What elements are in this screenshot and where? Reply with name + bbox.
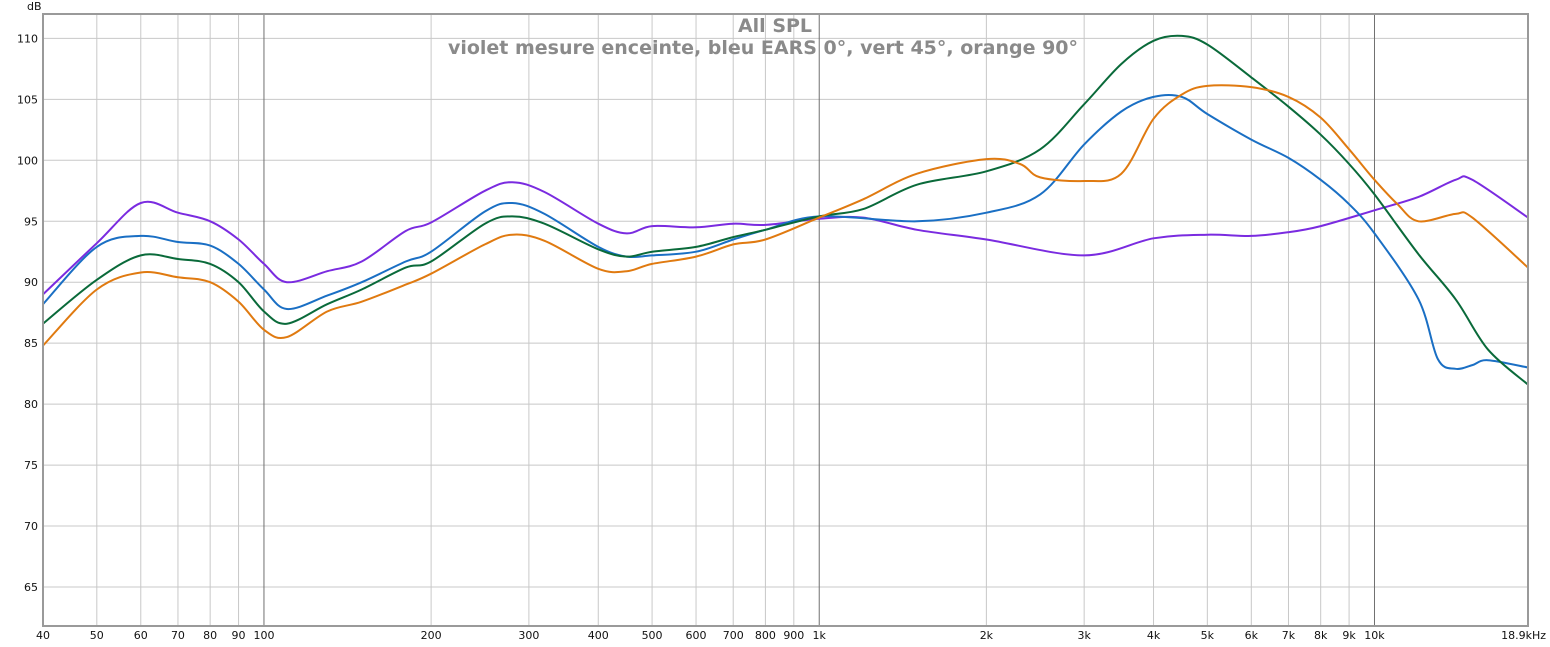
x-tick-label: 200 (421, 629, 442, 642)
y-tick-label: 80 (24, 398, 38, 411)
x-tick-label: 9k (1342, 629, 1356, 642)
x-axis: 40 50 60 70 80 90 100 200 300 400 500 600 700 800 900 1… (36, 629, 1546, 642)
x-tick-label: 3k (1077, 629, 1091, 642)
x-tick-label: 7k (1282, 629, 1296, 642)
x-tick-label: 100 (253, 629, 274, 642)
x-tick-label: 400 (588, 629, 609, 642)
plot-frame (42, 13, 1529, 627)
y-tick-label: 110 (17, 32, 38, 45)
x-tick-label: 900 (783, 629, 804, 642)
x-tick-label: 6k (1245, 629, 1259, 642)
x-tick-label: 80 (203, 629, 217, 642)
x-tick-label: 50 (90, 629, 104, 642)
series-line-violet (42, 175, 1529, 296)
x-tick-label: 700 (723, 629, 744, 642)
series-lines (42, 34, 1529, 386)
y-tick-label: 100 (17, 154, 38, 167)
y-tick-label: 70 (24, 520, 38, 533)
x-tick-label: 70 (171, 629, 185, 642)
x-tick-label: 90 (232, 629, 246, 642)
x-tick-label: 2k (980, 629, 994, 642)
x-tick-label: 4k (1147, 629, 1161, 642)
x-tick-label: 40 (36, 629, 50, 642)
y-axis: 65 70 75 80 85 90 95 100 105 110 (17, 32, 38, 594)
chart-title: All SPL (738, 15, 812, 37)
y-tick-label: 65 (24, 581, 38, 594)
y-tick-label: 105 (17, 93, 38, 106)
series-line-orange (42, 84, 1529, 347)
x-tick-label: 800 (755, 629, 776, 642)
x-tick-label: 18.9kHz (1501, 629, 1546, 642)
y-tick-label: 95 (24, 215, 38, 228)
x-tick-label: 8k (1314, 629, 1328, 642)
x-tick-label: 10k (1364, 629, 1385, 642)
y-axis-label: dB (27, 0, 42, 13)
x-tick-label: 600 (686, 629, 707, 642)
x-tick-label: 300 (518, 629, 539, 642)
x-tick-label: 60 (134, 629, 148, 642)
y-tick-label: 85 (24, 337, 38, 350)
y-tick-label: 90 (24, 276, 38, 289)
y-tick-label: 75 (24, 459, 38, 472)
x-tick-label: 500 (642, 629, 663, 642)
chart-subtitle: violet mesure enceinte, bleu EARS 0°, ve… (448, 37, 1078, 59)
x-tick-label: 1k (813, 629, 827, 642)
x-tick-label: 5k (1201, 629, 1215, 642)
series-line-green (42, 34, 1529, 386)
